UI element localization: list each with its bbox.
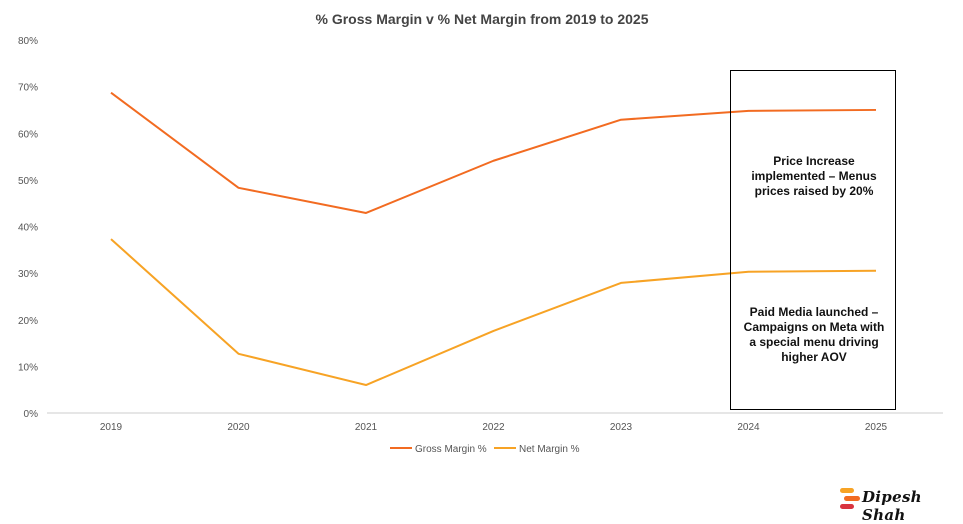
legend: Gross Margin % Net Margin % (390, 444, 580, 455)
y-tick-label: 20% (18, 316, 38, 327)
x-tick-label: 2021 (355, 422, 378, 433)
logo-bar-icon (844, 496, 860, 501)
y-tick-label: 80% (18, 36, 38, 47)
y-tick-label: 30% (18, 269, 38, 280)
y-axis: 0% 10% 20% 30% 40% 50% 60% 70% 80% (18, 36, 38, 420)
x-tick-label: 2019 (100, 422, 123, 433)
x-tick-label: 2022 (482, 422, 505, 433)
annotation-paid-media: Paid Media launched – Campaigns on Meta … (739, 305, 889, 365)
x-tick-label: 2025 (865, 422, 888, 433)
x-tick-label: 2020 (227, 422, 250, 433)
y-tick-label: 60% (18, 129, 38, 140)
annotation-price-increase: Price Increase implemented – Menus price… (739, 154, 889, 199)
y-tick-label: 0% (24, 409, 39, 420)
logo-bar-icon (840, 488, 854, 493)
y-tick-label: 50% (18, 176, 38, 187)
annotation-box: Price Increase implemented – Menus price… (730, 70, 896, 410)
legend-label: Gross Margin % (415, 444, 487, 455)
y-tick-label: 40% (18, 223, 38, 234)
brand-logo: Dipesh Shah (838, 486, 958, 514)
logo-bar-icon (840, 504, 854, 509)
logo-text: Dipesh Shah (862, 488, 958, 524)
legend-label: Net Margin % (519, 444, 580, 455)
x-axis: 2019 2020 2021 2022 2023 2024 2025 (100, 422, 888, 433)
y-tick-label: 70% (18, 83, 38, 94)
chart-title: % Gross Margin v % Net Margin from 2019 … (316, 11, 649, 27)
x-tick-label: 2023 (610, 422, 633, 433)
y-tick-label: 10% (18, 362, 38, 373)
x-tick-label: 2024 (737, 422, 760, 433)
